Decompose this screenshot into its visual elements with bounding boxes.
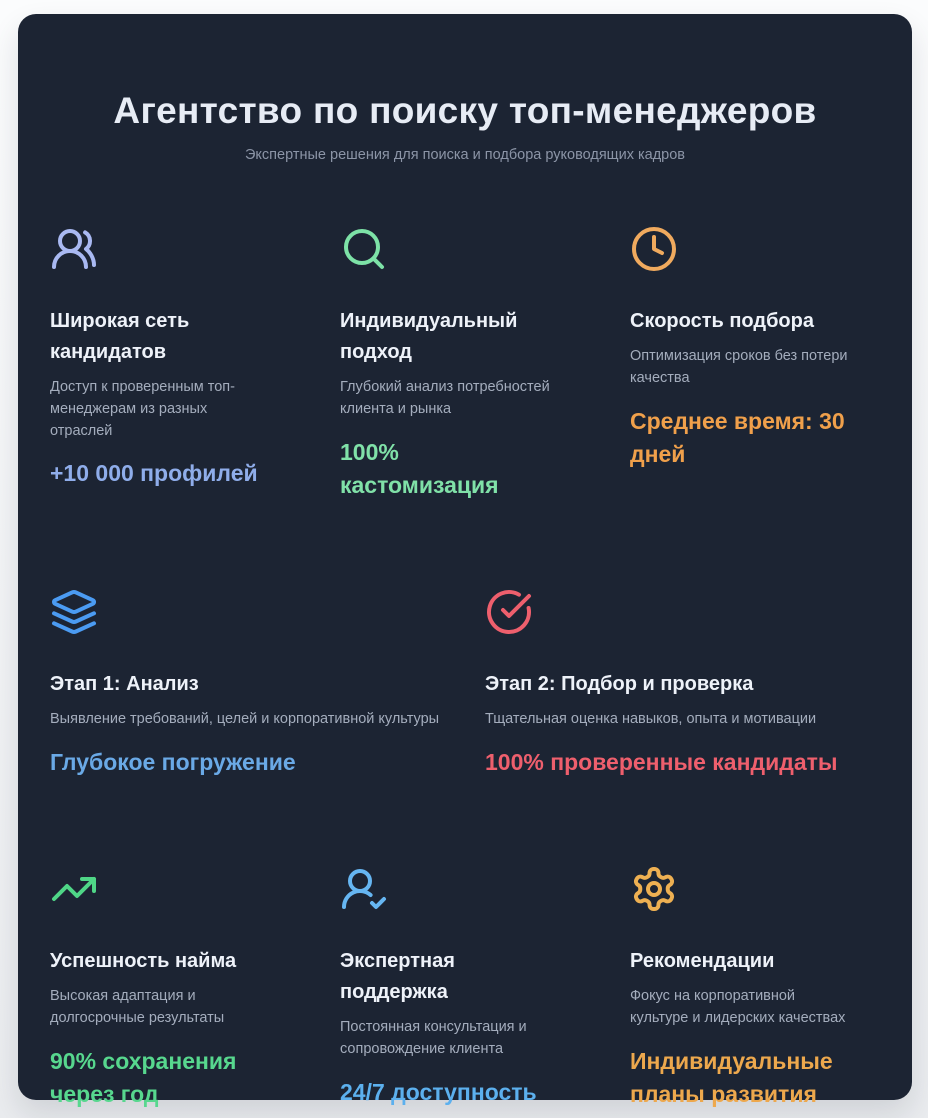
feature-stat: Среднее время: 30 дней: [630, 407, 845, 467]
feature-description: Оптимизация сроков без потери качества: [630, 348, 848, 386]
search-icon: [340, 225, 388, 273]
feature-card-stage1-analysis: Этап 1: Анализ Выявление требований, цел…: [50, 588, 445, 779]
feature-card-hiring-success: Успешность найма Высокая адаптация и дол…: [50, 865, 300, 1111]
check-circle-icon: [485, 588, 533, 636]
feature-description: Тщательная оценка навыков, опыта и мотив…: [485, 711, 817, 728]
feature-title: Экспертная поддержка: [340, 950, 455, 1004]
users-icon: [50, 225, 98, 273]
hero-header: Агентство по поиску топ-менеджеров Экспе…: [50, 90, 880, 163]
feature-description: Доступ к проверенным топ-менеджерам из р…: [50, 379, 235, 439]
main-panel: Агентство по поиску топ-менеджеров Экспе…: [18, 14, 912, 1107]
feature-stat: 100% проверенные кандидаты: [485, 748, 838, 775]
feature-title: Этап 1: Анализ: [50, 673, 199, 696]
feature-card-stage2-verification: Этап 2: Подбор и проверка Тщательная оце…: [485, 588, 880, 779]
feature-card-selection-speed: Скорость подбора Оптимизация сроков без …: [630, 225, 880, 502]
feature-title: Скорость подбора: [630, 310, 814, 332]
feature-title: Индивидуальный подход: [340, 310, 518, 363]
feature-card-expert-support: Экспертная поддержка Постоянная консульт…: [340, 865, 590, 1111]
feature-description: Постоянная консультация и сопровождение …: [340, 1019, 527, 1058]
feature-description: Фокус на корпоративной культуре и лидерс…: [630, 988, 846, 1027]
feature-description: Выявление требований, целей и корпоратив…: [50, 711, 440, 728]
feature-description: Высокая адаптация и долгосрочные результ…: [50, 988, 225, 1027]
gear-icon: [630, 865, 678, 913]
feature-title: Широкая сеть кандидатов: [50, 310, 190, 363]
features-grid: Широкая сеть кандидатов Доступ к провере…: [50, 225, 880, 1111]
user-check-icon: [340, 865, 388, 913]
feature-card-recommendations: Рекомендации Фокус на корпоративной куль…: [630, 865, 880, 1111]
feature-card-individual-approach: Индивидуальный подход Глубокий анализ по…: [340, 225, 590, 502]
feature-stat: Глубокое погружение: [50, 748, 296, 775]
feature-stat: 24/7 доступность: [340, 1078, 537, 1105]
feature-stat: 90% сохранения через год: [50, 1047, 237, 1108]
feature-title: Успешность найма: [50, 950, 237, 973]
clock-icon: [630, 225, 678, 273]
feature-stat: Индивидуальные планы развития: [630, 1047, 833, 1108]
layers-icon: [50, 588, 98, 636]
feature-stat: +10 000 профилей: [50, 460, 258, 487]
trending-up-icon: [50, 865, 98, 913]
page-title: Агентство по поиску топ-менеджеров: [113, 90, 817, 131]
feature-stat: 100% кастомизация: [340, 438, 499, 498]
feature-card-candidate-network: Широкая сеть кандидатов Доступ к провере…: [50, 225, 300, 502]
feature-title: Этап 2: Подбор и проверка: [485, 673, 754, 696]
page-subtitle: Экспертные решения для поиска и подбора …: [245, 147, 685, 163]
feature-description: Глубокий анализ потребностей клиента и р…: [340, 379, 550, 417]
feature-title: Рекомендации: [630, 950, 775, 973]
